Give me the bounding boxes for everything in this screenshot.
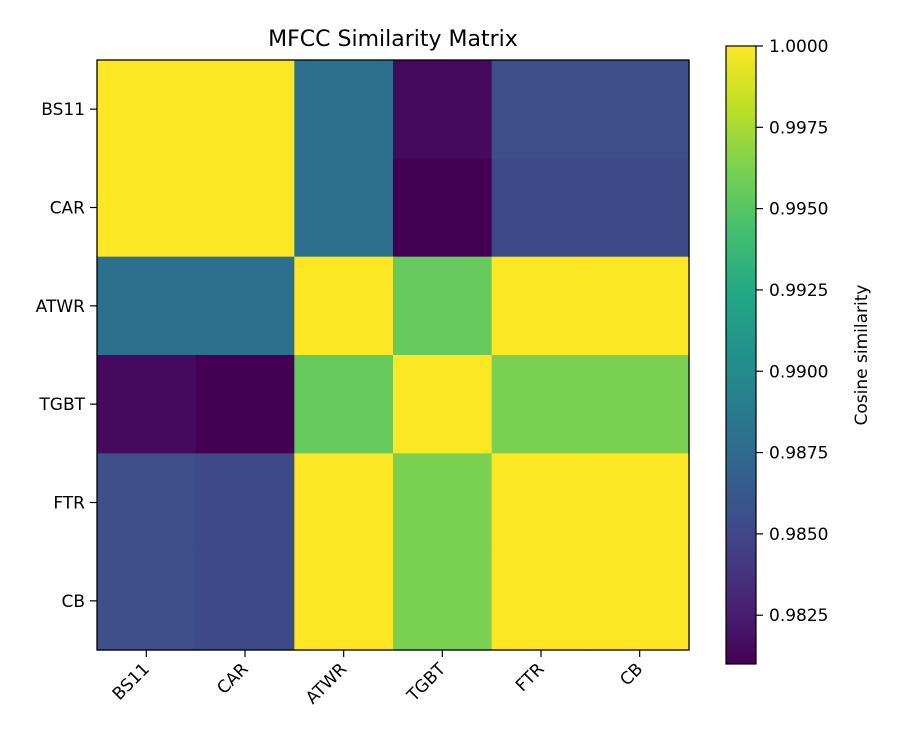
x-tick-label: CAR xyxy=(213,659,252,698)
colorbar-label: Cosine similarity xyxy=(852,285,872,426)
heatmap-cell-car-cb xyxy=(590,158,690,258)
colorbar-frame xyxy=(725,45,757,665)
heatmap-cell-ftr-atwr xyxy=(294,453,394,553)
heatmap-cell-atwr-cb xyxy=(590,256,690,356)
heatmap-cell-bs11-bs11 xyxy=(97,60,197,159)
colorbar-tick-label: 0.9825 xyxy=(769,606,828,626)
y-axis: BS11 CAR ATWR TGBT FTR CB xyxy=(36,100,97,612)
heatmap-cell-atwr-atwr xyxy=(294,256,394,356)
heatmap-cell-tgbt-cb xyxy=(590,355,690,454)
heatmap-cell-car-bs11 xyxy=(97,158,197,258)
y-tick-label: ATWR xyxy=(36,297,86,317)
heatmap-cell-bs11-car xyxy=(195,60,295,159)
y-tick-label: CAR xyxy=(50,199,85,219)
colorbar-tick-label: 0.9950 xyxy=(769,200,828,220)
heatmap-cell-cb-cb xyxy=(590,551,690,651)
heatmap-cell-bs11-atwr xyxy=(294,60,394,159)
heatmap-cell-ftr-ftr xyxy=(491,453,591,553)
y-tick-label: TGBT xyxy=(38,395,85,415)
heatmap-cell-tgbt-car xyxy=(195,355,295,454)
x-tick-label: FTR xyxy=(512,659,549,696)
plot-frame xyxy=(96,59,690,651)
heatmap-cell-ftr-bs11 xyxy=(97,453,197,553)
colorbar xyxy=(726,46,756,664)
heatmap-cell-ftr-cb xyxy=(590,453,690,553)
chart-title: MFCC Similarity Matrix xyxy=(268,27,518,52)
x-tick-label: CB xyxy=(616,659,647,690)
heatmap-cell-bs11-tgbt xyxy=(393,60,493,159)
colorbar-tick-label: 0.9850 xyxy=(769,525,828,545)
heatmap-cell-cb-ftr xyxy=(491,551,591,651)
y-tick-label: FTR xyxy=(53,494,85,514)
colorbar-tick-label: 0.9875 xyxy=(769,444,828,464)
heatmap-cell-car-atwr xyxy=(294,158,394,258)
heatmap-cell-atwr-car xyxy=(195,256,295,356)
heatmap-cell-cb-car xyxy=(195,551,295,651)
x-tick-label: BS11 xyxy=(109,659,154,704)
heatmap-cell-atwr-ftr xyxy=(491,256,591,356)
x-axis: BS11 CAR ATWR TGBT FTR CB xyxy=(109,650,647,708)
heatmap-cell-ftr-car xyxy=(195,453,295,553)
heatmap-cell-tgbt-atwr xyxy=(294,355,394,454)
heatmap-cell-car-ftr xyxy=(491,158,591,258)
heatmap-cells xyxy=(97,60,690,651)
heatmap-cell-cb-atwr xyxy=(294,551,394,651)
colorbar-tick-label: 0.9925 xyxy=(769,281,828,301)
heatmap-cell-tgbt-ftr xyxy=(491,355,591,454)
heatmap-cell-atwr-tgbt xyxy=(393,256,493,356)
heatmap-cell-car-car xyxy=(195,158,295,258)
heatmap-cell-bs11-ftr xyxy=(491,60,591,159)
heatmap-cell-tgbt-bs11 xyxy=(97,355,197,454)
x-tick-label: TGBT xyxy=(403,659,451,707)
heatmap-cell-car-tgbt xyxy=(393,158,493,258)
heatmap-cell-tgbt-tgbt xyxy=(393,355,493,454)
heatmap-cell-atwr-bs11 xyxy=(97,256,197,356)
colorbar-axis: 0.9825 0.9850 0.9875 0.9900 0.9925 0.9950 0.99… xyxy=(756,37,828,626)
y-tick-label: CB xyxy=(61,592,85,612)
colorbar-tick-label: 0.9900 xyxy=(769,362,828,382)
heatmap-cell-cb-bs11 xyxy=(97,551,197,651)
heatmap-cell-ftr-tgbt xyxy=(393,453,493,553)
x-tick-label: ATWR xyxy=(302,659,351,708)
heatmap-cell-cb-tgbt xyxy=(393,551,493,651)
colorbar-tick-label: 0.9975 xyxy=(769,118,828,138)
heatmap-cell-bs11-cb xyxy=(590,60,690,159)
y-tick-label: BS11 xyxy=(41,100,85,120)
colorbar-tick-label: 1.0000 xyxy=(769,37,828,57)
